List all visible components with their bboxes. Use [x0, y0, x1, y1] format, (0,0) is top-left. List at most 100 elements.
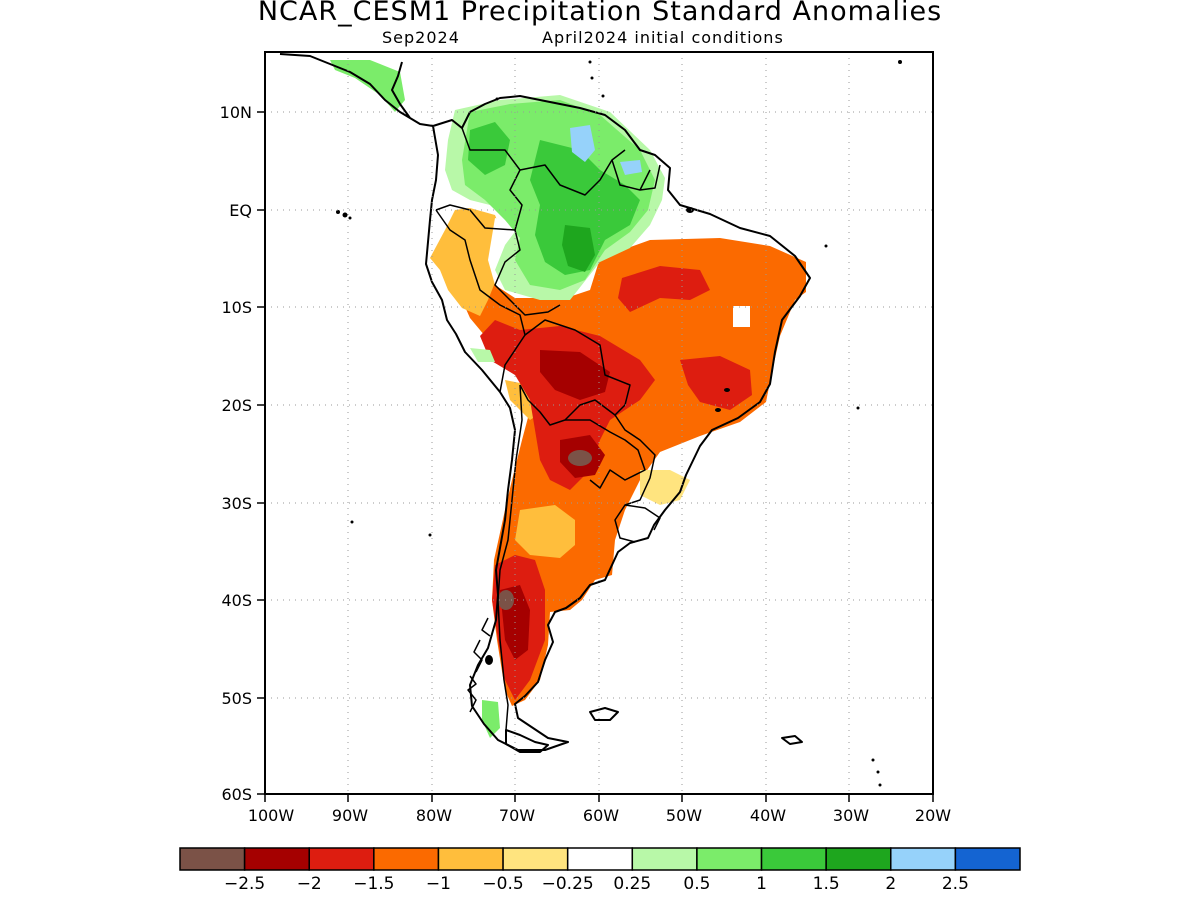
lon-label: 60W — [583, 806, 619, 825]
colorbar-label: 2.5 — [942, 874, 969, 894]
bolivia-lake — [724, 388, 730, 392]
lon-label: 50W — [666, 806, 702, 825]
lat-label: 30S — [221, 494, 252, 513]
colorbar-label: 0.25 — [613, 874, 651, 894]
colorbar-labels: −2.5 −2 −1.5 −1 −0.5 −0.25 0.25 0.5 1 1.5 2 2.5 — [224, 874, 969, 894]
marajo-island — [686, 207, 694, 213]
colorbar-label: −2 — [297, 874, 322, 894]
fernando-de-noronha — [824, 244, 828, 248]
forecast-month: Sep2024 — [382, 28, 460, 47]
colorbar-swatch — [566, 847, 634, 871]
lat-label: 40S — [221, 591, 252, 610]
tierra-del-fuego — [505, 729, 549, 753]
lon-label: 80W — [416, 806, 452, 825]
colorbar-swatch — [308, 847, 375, 871]
lon-label: 40W — [750, 806, 786, 825]
chile-fjords — [467, 617, 491, 713]
anomaly-very-wet-guiana — [620, 160, 642, 175]
colorbar-label: −0.5 — [482, 874, 523, 894]
anomaly-light-wet-chile — [482, 700, 500, 738]
peru-brazil-border — [494, 229, 561, 316]
galapagos-island — [342, 212, 348, 218]
colorbar-label: −2.5 — [224, 874, 265, 894]
map-plot-area — [265, 52, 933, 794]
chiloe-island — [485, 655, 493, 665]
caribbean-island — [495, 97, 499, 101]
galapagos-island — [348, 216, 352, 220]
anomaly-strong-wet-guiana — [530, 140, 640, 275]
lon-label: 70W — [499, 806, 535, 825]
anomaly-strong-wet-colombia — [468, 122, 510, 175]
colorbar — [179, 847, 1021, 871]
colorbar-swatch — [179, 847, 246, 871]
anomaly-record-dry-paraguay — [568, 450, 592, 466]
central-america-coastline — [279, 53, 434, 127]
axis-ticks — [257, 111, 934, 802]
lon-label: 100W — [248, 806, 295, 825]
anomaly-strong-dry-central — [480, 320, 655, 490]
colorbar-swatch — [243, 847, 310, 871]
colorbar-label: 1 — [756, 874, 767, 894]
colorbar-swatch — [437, 847, 504, 871]
chile-argentina-border — [497, 384, 523, 731]
anomaly-very-wet-venezuela — [570, 125, 595, 162]
guianas-border — [611, 159, 661, 191]
colorbar-swatch — [696, 847, 763, 871]
lat-label: 60S — [221, 785, 252, 804]
caribbean-island — [588, 60, 592, 64]
argentina-brazil-uruguay-border — [614, 414, 656, 543]
coastline-layer — [279, 53, 811, 753]
uruguay-border — [624, 504, 661, 531]
caribbean-island — [601, 94, 605, 98]
anomaly-extreme-dry-central — [540, 350, 610, 400]
colorbar-swatch — [631, 847, 698, 871]
map-title: NCAR_CESM1 Precipitation Standard Anomal… — [257, 0, 943, 27]
south-georgia — [781, 735, 803, 745]
south-sandwich-islands — [878, 783, 882, 787]
lat-label: 10S — [221, 298, 252, 317]
latitude-labels: 10N EQ 10S 20S 30S 40S 50S 60S — [220, 103, 252, 804]
colombia-border — [435, 127, 523, 231]
colorbar-swatch — [954, 847, 1021, 871]
anomaly-light-wet-central-america — [330, 60, 405, 112]
colorbar-label: −1 — [426, 874, 451, 894]
lat-label: EQ — [229, 201, 252, 220]
juan-fernandez-island — [428, 533, 432, 537]
south-america-coastline — [425, 95, 811, 751]
anomaly-strong-dry-coast — [680, 356, 752, 410]
atlantic-island — [898, 60, 902, 64]
anomaly-fill-layer — [330, 60, 806, 738]
colorbar-swatch — [890, 847, 957, 871]
colorbar-label: 2 — [885, 874, 896, 894]
galapagos-island — [336, 210, 340, 214]
south-sandwich-islands — [871, 758, 875, 762]
lon-label: 30W — [833, 806, 869, 825]
colorbar-swatch — [760, 847, 827, 871]
caribbean-island — [590, 76, 594, 80]
anomaly-strong-dry-northeast — [618, 266, 710, 312]
colorbar-label: −0.25 — [542, 874, 594, 894]
anomaly-very-wet-amazon — [562, 225, 595, 272]
colorbar-swatch — [825, 847, 892, 871]
colorbar-label: 1.5 — [813, 874, 840, 894]
lon-label: 90W — [332, 806, 368, 825]
paraguay-lake — [715, 408, 721, 412]
lat-label: 50S — [221, 689, 252, 708]
south-sandwich-islands — [876, 770, 880, 774]
lon-label: 20W — [915, 806, 951, 825]
anomaly-light-dry-south — [515, 505, 575, 558]
san-felix-island — [350, 520, 354, 524]
border-layer — [435, 127, 661, 731]
anomaly-light-wet-peru-coast — [470, 348, 495, 362]
longitude-labels: 100W 90W 80W 70W 60W 50W 40W 30W 20W — [248, 806, 951, 825]
colorbar-swatch — [373, 847, 440, 871]
anomaly-light-dry-west — [430, 208, 505, 316]
colorbar-label: 0.5 — [683, 874, 710, 894]
initial-conditions: April2024 initial conditions — [542, 28, 784, 47]
lat-label: 20S — [221, 396, 252, 415]
falkland-islands — [589, 707, 619, 721]
trindade-island — [856, 406, 860, 410]
lat-label: 10N — [220, 103, 252, 122]
colorbar-swatch — [502, 847, 569, 871]
